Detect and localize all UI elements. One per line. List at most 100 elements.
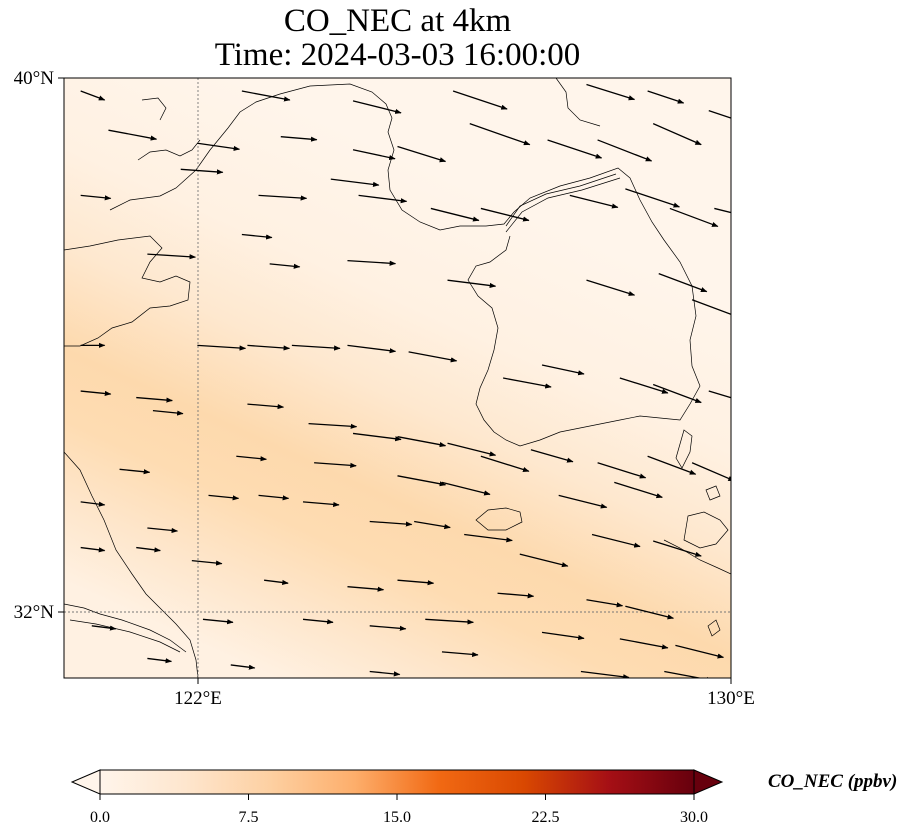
wind-arrow <box>541 631 585 641</box>
wind-arrow <box>136 546 161 553</box>
wind-arrow <box>369 625 407 631</box>
wind-arrow <box>369 670 401 677</box>
lat-tick-label-32: 32°N <box>14 602 55 623</box>
coastlines <box>64 78 731 678</box>
wind-arrow <box>397 475 447 487</box>
wind-arrow <box>108 129 158 141</box>
lon-tick-label-122: 122°E <box>174 688 222 709</box>
colorbar-low-extension <box>70 769 101 795</box>
wind-arrow <box>469 123 531 146</box>
wind-arrow <box>425 618 474 625</box>
wind-arrow <box>558 494 608 509</box>
wind-arrow <box>708 390 731 399</box>
wind-arrow <box>208 494 240 501</box>
map-title-line2: Time: 2024-03-03 16:00:00 <box>214 37 581 73</box>
wind-arrow <box>591 533 641 548</box>
wind-arrow <box>269 263 301 269</box>
wind-arrow <box>625 605 675 620</box>
wind-arrow <box>580 670 630 678</box>
wind-arrow <box>264 579 289 586</box>
wind-vectors <box>80 83 731 678</box>
wind-arrow <box>347 344 397 354</box>
colorbar-tick-label-0: 0.0 <box>90 809 110 826</box>
colorbar-tick-label-30: 30.0 <box>680 809 708 826</box>
wind-arrow <box>408 351 458 363</box>
wind-arrow <box>397 579 435 586</box>
wind-arrow <box>691 462 731 482</box>
wind-arrow <box>652 123 702 146</box>
wind-arrow <box>352 100 402 114</box>
wind-arrow <box>397 145 447 163</box>
wind-arrow <box>647 90 685 104</box>
wind-arrow <box>347 259 397 266</box>
wind-arrow <box>597 462 647 479</box>
wind-arrow <box>502 377 552 389</box>
wind-arrow <box>430 207 480 222</box>
wind-arrow <box>197 142 241 151</box>
wind-arrow <box>441 481 491 496</box>
wind-arrow <box>352 432 402 442</box>
wind-arrow <box>464 533 513 543</box>
wind-arrow <box>147 253 197 260</box>
wind-arrow <box>236 455 267 462</box>
wind-arrow <box>625 188 681 208</box>
wind-arrow <box>519 553 569 568</box>
wind-arrow <box>480 455 530 472</box>
lat-tick-label-40: 40°N <box>14 68 55 89</box>
wind-arrow <box>347 586 385 592</box>
wind-arrow <box>314 462 357 468</box>
wind-arrow <box>708 109 731 119</box>
wind-arrow <box>136 396 173 403</box>
wind-arrow <box>147 527 179 534</box>
wind-arrow <box>241 90 291 102</box>
wind-arrow <box>308 423 358 429</box>
wind-arrow <box>447 279 497 289</box>
wind-arrow <box>247 403 285 410</box>
colorbar-tick-label-7-5: 7.5 <box>239 809 259 826</box>
wind-arrow <box>119 468 151 475</box>
wind-arrow <box>397 436 447 448</box>
wind-arrow <box>80 546 106 553</box>
wind-arrow <box>180 168 224 175</box>
map-title: CO_NEC at 4km Time: 2024-03-03 16:00:00 <box>64 4 731 72</box>
wind-arrow <box>530 449 574 463</box>
wind-arrow <box>569 194 619 209</box>
wind-arrow <box>358 194 408 204</box>
wind-arrow <box>441 651 479 658</box>
wind-arrow <box>414 520 451 530</box>
wind-arrow <box>302 501 340 508</box>
colorbar-bar <box>99 769 695 795</box>
colorbar-tick-label-22-5: 22.5 <box>532 809 560 826</box>
wind-arrow <box>152 409 184 416</box>
wind-arrow <box>91 625 117 631</box>
wind-arrow <box>80 90 106 101</box>
wind-arrow <box>202 618 234 625</box>
wind-arrow <box>291 344 341 351</box>
wind-arrow <box>652 383 702 404</box>
wind-arrow <box>669 207 719 228</box>
colorbar-high-extension <box>693 769 724 795</box>
wind-arrow <box>80 501 106 507</box>
wind-arrow <box>80 194 112 201</box>
wind-arrow <box>541 364 585 376</box>
wind-arrow <box>675 644 725 659</box>
concentration-field <box>64 78 731 678</box>
colorbar-label: CO_NEC (ppbv) <box>768 771 898 792</box>
wind-arrow <box>447 442 497 457</box>
wind-arrow <box>230 664 256 670</box>
map-plot: 40°N 32°N 122°E 130°E <box>14 68 755 709</box>
wind-arrow <box>330 178 380 187</box>
wind-arrow <box>80 390 112 397</box>
wind-arrow <box>597 139 653 162</box>
wind-arrow <box>619 638 669 650</box>
wind-arrow <box>480 207 530 222</box>
wind-arrow <box>652 540 702 557</box>
wind-arrow <box>586 279 636 296</box>
wind-arrow <box>241 233 273 240</box>
wind-arrow <box>280 136 318 142</box>
wind-arrow <box>547 139 603 159</box>
wind-arrow <box>369 520 413 527</box>
wind-arrow <box>647 455 697 475</box>
plot-frame <box>63 77 732 679</box>
wind-arrow <box>658 273 708 293</box>
